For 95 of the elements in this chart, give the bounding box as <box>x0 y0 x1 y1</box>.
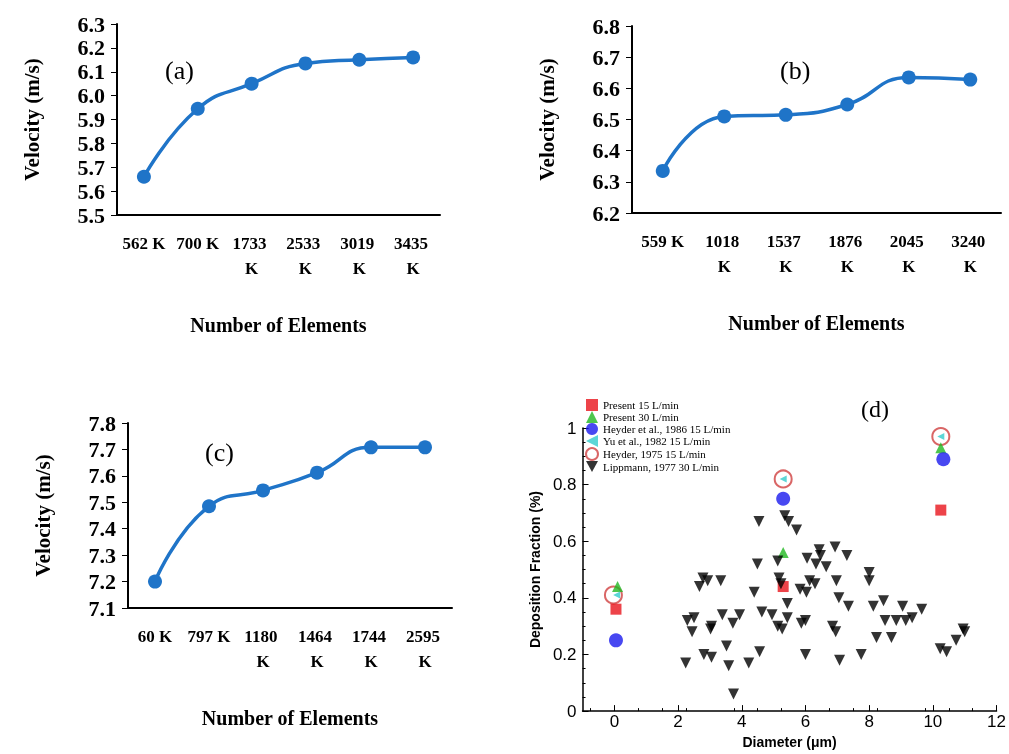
y-tick-label: 5.7 <box>77 154 105 180</box>
x-tick-label: 2045 K <box>889 232 928 276</box>
point <box>776 491 791 506</box>
x-tick-label: 3240 K <box>951 232 990 276</box>
y-tick-label: 7.1 <box>88 595 116 621</box>
x-tick-label: 2595 K <box>405 627 445 671</box>
legend-label: Lippmann, 1977 30 L/min <box>603 460 720 473</box>
y-tick-label: 6.3 <box>592 169 620 195</box>
x-tick-label: 8 <box>864 712 874 732</box>
x-tick-label: 1464 K <box>297 627 337 671</box>
y-tick-label: 6.2 <box>592 200 620 226</box>
legend-label: Heyder et al., 1986 15 L/min <box>603 423 731 435</box>
point <box>936 452 951 467</box>
legend-label: Heyder, 1975 15 L/min <box>603 448 707 460</box>
legend-label: Present 15 L/min <box>603 399 680 411</box>
x-tick-label: 3019 K <box>340 234 379 278</box>
x-axis-title: Number of Elements <box>201 707 379 729</box>
x-tick-label: 3435 K <box>393 234 433 278</box>
x-tick-label: 10 <box>923 712 943 732</box>
y-axis-title: Velocity (m/s) <box>30 454 55 577</box>
point <box>310 465 324 480</box>
point <box>963 72 978 87</box>
x-tick-label: 2 <box>673 712 683 732</box>
y-tick-label: 6.5 <box>592 107 620 132</box>
legend-label: Yu et al., 1982 15 L/min <box>603 435 711 447</box>
point <box>190 101 205 116</box>
point <box>840 97 855 112</box>
point <box>202 499 216 514</box>
x-tick-label: 1876 K <box>828 232 867 276</box>
x-tick-label: 1537 K <box>766 232 805 276</box>
y-axis-title: Velocity (m/s) <box>534 58 559 181</box>
x-tick-label: 1018 K <box>705 232 744 276</box>
x-tick-label: 12 <box>987 712 1007 732</box>
point <box>148 574 162 589</box>
point <box>418 440 432 455</box>
y-tick-label: 1 <box>567 418 577 438</box>
y-tick-label: 7.5 <box>88 489 116 515</box>
x-tick-label: 559 K <box>641 232 686 251</box>
point <box>901 70 916 85</box>
point <box>608 633 623 648</box>
x-tick-label: 4 <box>737 712 747 732</box>
x-tick-label: 1733 K <box>232 234 271 278</box>
point <box>256 483 270 498</box>
y-tick-label: 6.3 <box>77 11 105 37</box>
x-tick-label: 562 K <box>122 234 167 253</box>
point <box>352 52 367 67</box>
text: (a) <box>165 55 194 85</box>
point <box>655 163 670 178</box>
x-tick-label: 1744 K <box>351 627 391 671</box>
point <box>612 581 624 593</box>
y-axis-title: Velocity (m/s) <box>19 58 44 181</box>
y-tick-label: 6.6 <box>592 75 620 101</box>
y-tick-label: 6.4 <box>592 138 620 164</box>
y-tick-label: 7.7 <box>88 436 116 462</box>
y-tick-label: 6.7 <box>592 44 620 70</box>
point <box>364 440 378 455</box>
x-tick-label: 1180 K <box>244 627 282 671</box>
y-tick-label: 7.6 <box>88 463 116 489</box>
point <box>778 107 793 122</box>
x-tick-label: 60 K <box>137 627 174 646</box>
text: (b) <box>780 55 811 85</box>
point <box>406 50 421 65</box>
y-tick-label: 5.8 <box>77 130 105 156</box>
y-tick-label: 7.3 <box>88 542 116 568</box>
y-axis-title: Deposition Fraction (%) <box>527 490 543 649</box>
y-tick-label: 5.5 <box>77 202 105 228</box>
point <box>298 56 313 71</box>
x-tick-label: 797 K <box>187 627 232 646</box>
x-axis-title: Number of Elements <box>190 314 367 336</box>
x-tick-label: 6 <box>800 712 811 732</box>
point <box>610 603 622 615</box>
point <box>244 76 259 91</box>
y-tick-label: 6.1 <box>77 59 105 85</box>
y-tick-label: 7.4 <box>88 516 116 542</box>
y-tick-label: 0.2 <box>552 644 577 664</box>
x-axis-title: Number of Elements <box>728 312 905 334</box>
y-tick-label: 0.8 <box>552 475 577 495</box>
chart-title: (d) <box>861 396 889 422</box>
point <box>136 169 151 184</box>
y-tick-label: 0.4 <box>552 588 577 608</box>
y-tick-label: 6.0 <box>77 83 105 109</box>
point <box>717 109 732 124</box>
y-tick-label: 7.8 <box>88 410 116 436</box>
y-tick-label: 6.8 <box>592 13 620 39</box>
legend-label: Present 30 L/min <box>603 411 680 423</box>
y-tick-label: 0.6 <box>552 531 577 551</box>
x-axis-title: Diameter (μm) <box>742 734 837 750</box>
y-tick-label: 6.2 <box>77 35 105 61</box>
y-tick-label: 5.6 <box>77 178 105 204</box>
text: (c) <box>205 437 234 467</box>
x-tick-label: 700 K <box>176 234 221 253</box>
point <box>935 504 947 516</box>
y-tick-label: 7.2 <box>88 569 116 595</box>
x-tick-label: 2533 K <box>286 234 325 278</box>
y-tick-label: 5.9 <box>77 107 105 132</box>
